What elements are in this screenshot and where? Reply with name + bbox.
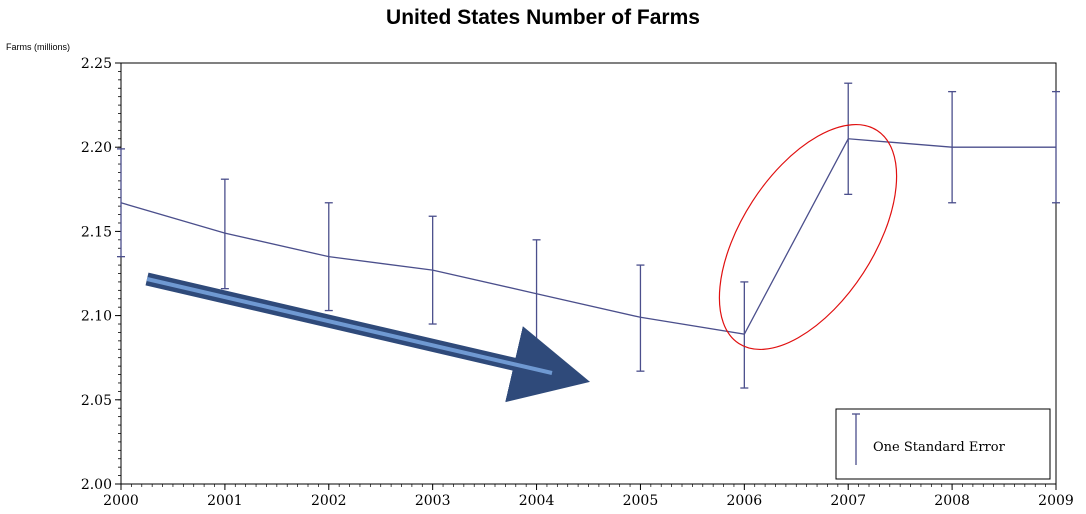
x-tick-label: 2006 — [727, 493, 763, 509]
ticks: 2.00 2.05 2.10 2.15 2.20 2.25 2000 2001 2002 2003… — [81, 56, 1074, 509]
y-tick-label: 2.00 — [81, 477, 112, 493]
x-tick-label: 2004 — [519, 493, 555, 509]
y-tick-label: 2.25 — [81, 56, 112, 72]
x-tick-label: 2008 — [934, 493, 970, 509]
legend-label: One Standard Error — [873, 440, 1006, 455]
y-tick-label: 2.15 — [81, 224, 112, 240]
annotations — [145, 123, 898, 403]
chart-title: United States Number of Farms — [386, 6, 700, 29]
x-tick-label: 2003 — [415, 493, 451, 509]
y-tick-label: 2.20 — [81, 140, 112, 156]
x-tick-label: 2009 — [1038, 493, 1074, 509]
legend-box — [835, 408, 1051, 480]
x-tick-label: 2001 — [207, 493, 243, 509]
x-tick-label: 2007 — [830, 493, 866, 509]
highlight-ellipse — [718, 123, 898, 351]
y-tick-label: 2.10 — [81, 309, 112, 325]
y-axis-label: Farms (millions) — [6, 42, 70, 52]
legend: One Standard Error — [835, 408, 1051, 480]
trend-arrow-highlight — [146, 277, 553, 375]
x-tick-label: 2005 — [623, 493, 659, 509]
x-tick-label: 2002 — [311, 493, 347, 509]
y-tick-label: 2.05 — [81, 393, 112, 409]
x-tick-label: 2000 — [103, 493, 139, 509]
series-line — [120, 138, 1056, 335]
series-polyline — [120, 138, 1056, 335]
